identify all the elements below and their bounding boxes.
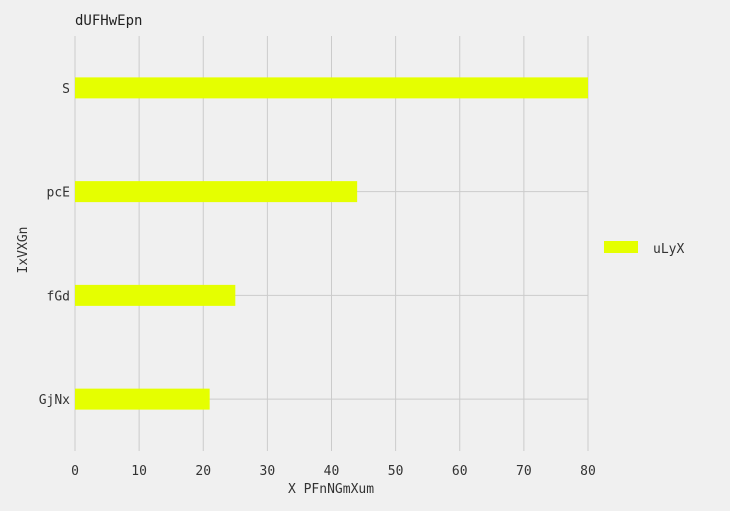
y-tick-label-0: GjNx xyxy=(39,393,70,408)
x-tick-label-2: 20 xyxy=(195,464,211,479)
x-tick-label-3: 30 xyxy=(260,464,276,479)
y-tick-label-2: pcE xyxy=(47,186,70,201)
bar-fGd xyxy=(75,284,236,306)
x-tick-label-1: 10 xyxy=(131,464,147,479)
x-tick-label-5: 50 xyxy=(388,464,404,479)
legend: uLyX xyxy=(604,241,684,257)
x-tick-label-4: 40 xyxy=(324,464,340,479)
x-tick-label-0: 0 xyxy=(71,464,79,479)
bar-S xyxy=(75,77,588,99)
y-axis-label: IxVXGn xyxy=(16,227,31,274)
bars xyxy=(75,77,588,410)
bar-GjNx xyxy=(75,388,210,410)
chart-title: dUFHwEpn xyxy=(75,13,142,29)
x-tick-label-7: 70 xyxy=(516,464,532,479)
legend-swatch xyxy=(604,241,638,253)
x-axis-label: X PFnNGmXum xyxy=(288,482,374,497)
y-tick-label-1: fGd xyxy=(47,289,70,304)
x-axis-ticks: 0 10 20 30 40 50 60 70 80 xyxy=(71,464,596,479)
y-axis-ticks: GjNx fGd pcE S xyxy=(39,82,70,408)
x-tick-label-6: 60 xyxy=(452,464,468,479)
y-tick-label-3: S xyxy=(62,82,70,97)
x-tick-label-8: 80 xyxy=(580,464,596,479)
legend-label: uLyX xyxy=(653,242,684,257)
bar-pcE xyxy=(75,181,358,203)
